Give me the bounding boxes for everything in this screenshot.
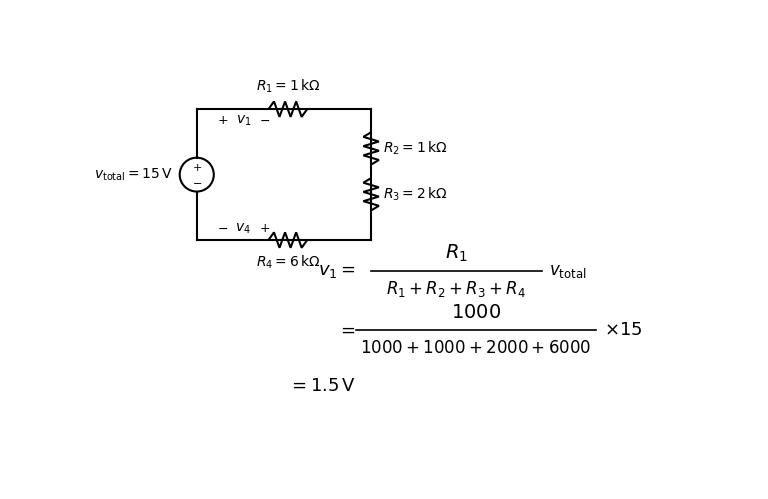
Text: $+$: $+$ <box>192 162 202 173</box>
Text: $=$: $=$ <box>337 321 356 339</box>
Text: $R_1$: $R_1$ <box>445 243 468 264</box>
Text: $1000$: $1000$ <box>451 303 501 322</box>
Text: $+$: $+$ <box>217 114 228 127</box>
Text: $\times 15$: $\times 15$ <box>604 321 642 339</box>
Text: $R_2 = 1\,{\rm k}\Omega$: $R_2 = 1\,{\rm k}\Omega$ <box>382 140 447 157</box>
Text: $v_1$: $v_1$ <box>236 113 251 128</box>
Text: $-$: $-$ <box>192 177 202 187</box>
Text: $v_{\rm total} = 15\,{\rm V}$: $v_{\rm total} = 15\,{\rm V}$ <box>94 166 174 183</box>
Text: $v_1 =$: $v_1 =$ <box>318 262 356 280</box>
Text: $+$: $+$ <box>259 222 270 235</box>
Text: $R_1 = 1\,{\rm k}\Omega$: $R_1 = 1\,{\rm k}\Omega$ <box>256 78 320 95</box>
Text: $v_{\rm total}$: $v_{\rm total}$ <box>549 262 587 280</box>
Text: $1000 + 1000 + 2000 + 6000$: $1000 + 1000 + 2000 + 6000$ <box>360 339 591 357</box>
Text: $= 1.5\,{\rm V}$: $= 1.5\,{\rm V}$ <box>288 377 356 395</box>
Text: $-$: $-$ <box>259 114 270 127</box>
Text: $R_3 = 2\,{\rm k}\Omega$: $R_3 = 2\,{\rm k}\Omega$ <box>382 186 447 203</box>
Text: $R_1 + R_2 + R_3 + R_4$: $R_1 + R_2 + R_3 + R_4$ <box>386 278 526 298</box>
Text: $R_4 = 6\,{\rm k}\Omega$: $R_4 = 6\,{\rm k}\Omega$ <box>256 254 320 271</box>
Text: $v_4$: $v_4$ <box>235 222 251 236</box>
Text: $-$: $-$ <box>217 222 228 235</box>
